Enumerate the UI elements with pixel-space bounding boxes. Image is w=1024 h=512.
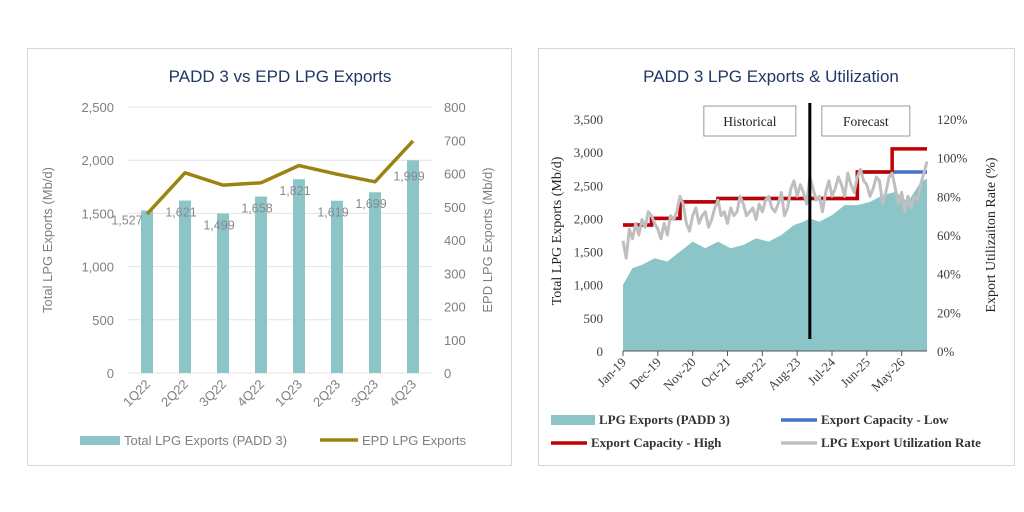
x-tick-label: 4Q23 [386, 377, 419, 410]
data-label: 1,621 [165, 206, 196, 220]
y2-tick-label: 400 [444, 233, 466, 248]
x-tick-label: Oct-21 [697, 355, 733, 391]
x-tick-label: Aug-23 [765, 355, 804, 394]
x-tick-label: 3Q22 [196, 377, 229, 410]
bar [407, 160, 419, 373]
y2-axis-label: EPD LPG Exports (Mb/d) [480, 167, 495, 312]
data-label: 1,699 [355, 197, 386, 211]
utilization-line [621, 161, 929, 260]
y2-tick-label: 200 [444, 300, 466, 315]
y2-tick-label: 60% [937, 228, 961, 243]
data-label: 1,821 [279, 184, 310, 198]
y2-tick-label: 100 [444, 333, 466, 348]
historical-label: Historical [723, 114, 776, 129]
y-tick-label: 1,000 [81, 260, 114, 275]
y2-tick-label: 80% [937, 189, 961, 204]
y-tick-label: 3,000 [574, 145, 603, 160]
bar [141, 210, 153, 373]
bar [369, 192, 381, 373]
y-tick-label: 0 [597, 344, 604, 359]
y-tick-label: 0 [107, 366, 114, 381]
y2-tick-label: 600 [444, 167, 466, 182]
y2-tick-label: 0 [444, 366, 451, 381]
bar [217, 213, 229, 373]
y2-tick-label: 0% [937, 344, 955, 359]
y2-tick-label: 120% [937, 112, 968, 127]
y-tick-label: 1,500 [574, 245, 603, 260]
epd-series-line [145, 139, 415, 216]
y-tick-label: 2,000 [574, 211, 603, 226]
historical-box [703, 105, 797, 137]
x-tick-label: Jun-25 [837, 355, 873, 391]
y2-tick-label: 300 [444, 266, 466, 281]
x-tick-label: Sep-22 [732, 355, 769, 392]
legend-label: Export Capacity - Low [821, 412, 949, 427]
data-label: 1,499 [203, 219, 234, 233]
bar [255, 196, 267, 373]
y-tick-label: 1,500 [81, 206, 114, 221]
legend-label: EPD LPG Exports [362, 433, 467, 448]
legend-label: LPG Exports (PADD 3) [599, 412, 730, 427]
legend-label: LPG Export Utilization Rate [821, 435, 981, 450]
data-label: 1,527 [111, 214, 142, 228]
legend-swatch-area [551, 415, 595, 425]
y2-tick-label: 800 [444, 100, 466, 115]
data-label: 1,999 [393, 169, 424, 183]
y-axis-label: Total LPG Exports (Mb/d) [40, 167, 55, 313]
forecast-box [821, 105, 911, 137]
y-tick-label: 1,000 [574, 278, 603, 293]
legend-label: Total LPG Exports (PADD 3) [124, 433, 287, 448]
y2-tick-label: 40% [937, 267, 961, 282]
data-label: 1,658 [241, 202, 272, 216]
y-tick-label: 500 [92, 313, 114, 328]
x-tick-label: 1Q23 [272, 377, 305, 410]
chart-title: PADD 3 vs EPD LPG Exports [169, 67, 392, 86]
y2-tick-label: 20% [937, 305, 961, 320]
y2-axis-label: Export Utilizaiton Rate (%) [984, 157, 999, 312]
x-tick-label: 1Q22 [120, 377, 153, 410]
x-tick-label: Nov-20 [660, 355, 699, 394]
right-chart-panel: PADD 3 LPG Exports & Utilization 0 500 1,00… [538, 48, 1015, 466]
y-axis-label: Total LPG Exports (Mb/d) [550, 156, 565, 305]
y-tick-label: 3,500 [574, 112, 603, 127]
y-tick-label: 2,000 [81, 153, 114, 168]
y2-tick-label: 100% [937, 151, 968, 166]
forecast-label: Forecast [843, 114, 889, 129]
y-tick-label: 500 [584, 311, 604, 326]
y2-tick-label: 500 [444, 200, 466, 215]
y-tick-label: 2,500 [574, 178, 603, 193]
x-tick-label: Jan-19 [594, 355, 629, 390]
x-tick-label: 2Q23 [310, 377, 343, 410]
x-tick-label: Dec-19 [626, 355, 664, 393]
legend-swatch-bars [80, 436, 120, 445]
y2-tick-label: 700 [444, 133, 466, 148]
data-label: 1,619 [317, 206, 348, 220]
bar [179, 200, 191, 373]
legend-label: Export Capacity - High [591, 435, 722, 450]
chart-title: PADD 3 LPG Exports & Utilization [643, 67, 899, 86]
y-tick-label: 2,500 [81, 100, 114, 115]
x-tick-label: May-26 [868, 354, 908, 394]
x-tick-label: Jul-24 [805, 354, 839, 388]
epd-vs-padd3-chart: PADD 3 vs EPD LPG Exports 0 500 1,000 1,500 2… [40, 67, 495, 448]
left-chart-panel: PADD 3 vs EPD LPG Exports 0 500 1,000 1,500 2… [27, 48, 512, 466]
exports-area [623, 178, 927, 351]
x-tick-label: 4Q22 [234, 377, 267, 410]
padd3-utilization-chart: PADD 3 LPG Exports & Utilization 0 500 1,00… [550, 67, 999, 450]
x-tick-label: 3Q23 [348, 377, 381, 410]
x-tick-label: 2Q22 [158, 377, 191, 410]
bar [331, 200, 343, 373]
bar [293, 179, 305, 373]
